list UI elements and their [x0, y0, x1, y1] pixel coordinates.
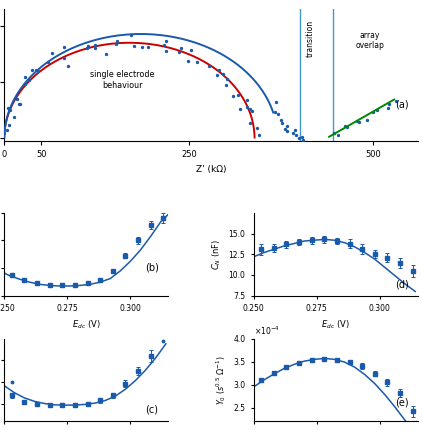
X-axis label: $E_{dc}$ (V): $E_{dc}$ (V): [322, 319, 350, 331]
X-axis label: Z' (kΩ): Z' (kΩ): [196, 165, 226, 174]
Y-axis label: $Y_0$ ($s^{0.5}$ $\Omega^{-1}$): $Y_0$ ($s^{0.5}$ $\Omega^{-1}$): [214, 355, 227, 405]
Text: (a): (a): [396, 99, 409, 109]
Text: $\times 10^{-4}$: $\times 10^{-4}$: [254, 325, 279, 337]
Text: (e): (e): [395, 397, 408, 407]
Text: (c): (c): [146, 405, 159, 415]
Text: single electrode
behaviour: single electrode behaviour: [90, 70, 154, 89]
Y-axis label: $C_N$ (nF): $C_N$ (nF): [211, 239, 223, 270]
Text: array
overlap: array overlap: [355, 31, 384, 50]
Text: transition: transition: [306, 20, 315, 57]
Text: (b): (b): [146, 263, 160, 273]
X-axis label: $E_{dc}$ (V): $E_{dc}$ (V): [72, 319, 100, 331]
Text: (d): (d): [395, 280, 409, 289]
